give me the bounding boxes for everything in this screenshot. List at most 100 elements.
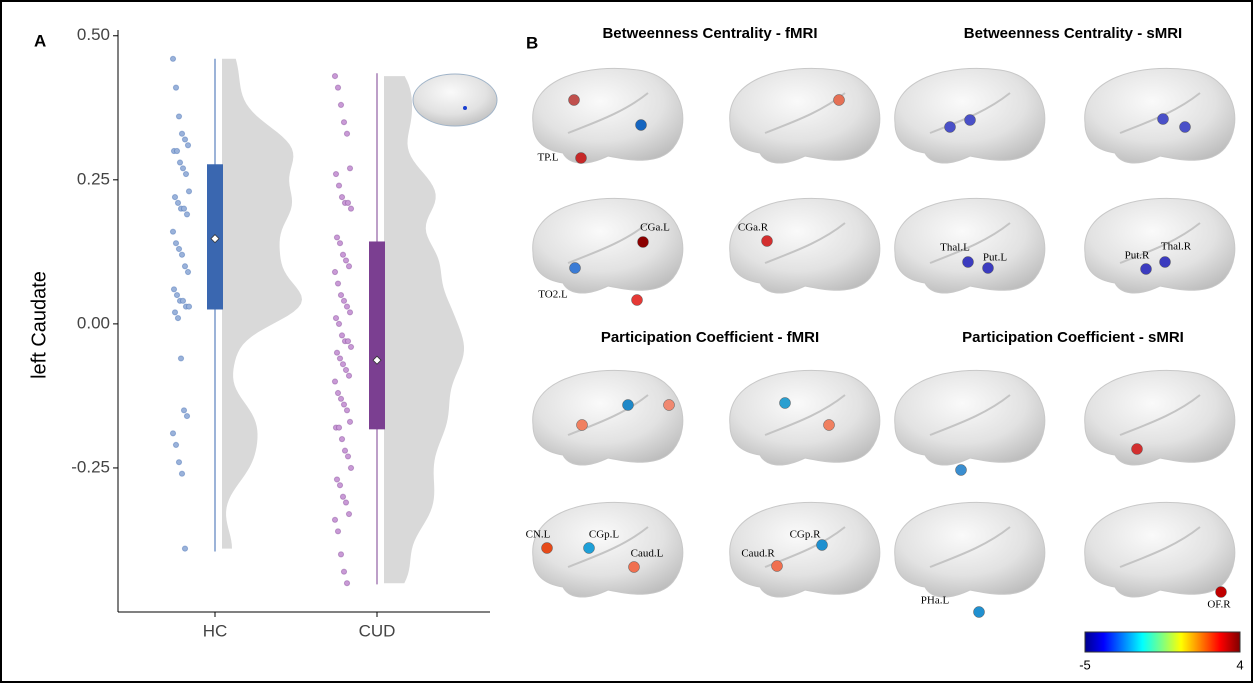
data-point	[342, 448, 347, 453]
data-point	[175, 200, 180, 205]
brain-node	[632, 295, 643, 306]
data-point	[336, 425, 341, 430]
node-label: Thal.L	[940, 242, 970, 254]
brain-node	[780, 398, 791, 409]
node-label: Caud.L	[631, 548, 664, 560]
data-point	[179, 471, 184, 476]
data-point	[334, 235, 339, 240]
brain-node	[1160, 257, 1171, 268]
node-label: CGa.L	[640, 222, 670, 234]
data-point	[181, 408, 186, 413]
node-label: OF.R	[1207, 599, 1231, 611]
data-point	[186, 189, 191, 194]
data-point	[186, 304, 191, 309]
data-point	[170, 229, 175, 234]
brain-node	[817, 540, 828, 551]
data-point	[174, 148, 179, 153]
data-point	[176, 246, 181, 251]
brain	[1085, 198, 1235, 293]
data-point	[174, 292, 179, 297]
data-point	[170, 431, 175, 436]
y-tick-label: 0.25	[77, 169, 110, 188]
data-point	[339, 195, 344, 200]
data-point	[348, 206, 353, 211]
data-point	[343, 258, 348, 263]
brain	[730, 198, 880, 293]
data-point	[344, 304, 349, 309]
data-point	[341, 298, 346, 303]
data-point	[335, 85, 340, 90]
data-point	[173, 241, 178, 246]
figure: A left Caudate B Betweenness Centrality …	[0, 0, 1253, 683]
data-point	[336, 321, 341, 326]
brain	[533, 370, 683, 465]
data-point	[347, 166, 352, 171]
inset-brain-shape	[413, 74, 497, 126]
node-label: Thal.R	[1161, 241, 1192, 253]
brain-node	[956, 465, 967, 476]
y-tick-label: -0.25	[71, 457, 110, 476]
data-point	[176, 114, 181, 119]
brain-node	[1216, 587, 1227, 598]
brain-node	[983, 263, 994, 274]
node-label: CGa.R	[738, 222, 769, 234]
brain-node	[1141, 264, 1152, 275]
data-point	[170, 56, 175, 61]
data-point	[348, 465, 353, 470]
brain-node	[664, 400, 675, 411]
data-point	[336, 183, 341, 188]
data-point	[341, 569, 346, 574]
brain-node	[638, 237, 649, 248]
data-point	[181, 206, 186, 211]
data-point	[172, 195, 177, 200]
brain-node	[629, 562, 640, 573]
brain-node	[834, 95, 845, 106]
brain-node	[623, 400, 634, 411]
brain	[533, 68, 683, 163]
brain-node	[974, 607, 985, 618]
data-point	[179, 131, 184, 136]
brain-node	[1132, 444, 1143, 455]
density	[222, 59, 302, 549]
data-point	[337, 483, 342, 488]
data-point	[177, 160, 182, 165]
brain-node	[963, 257, 974, 268]
node-label: TO2.L	[538, 289, 568, 301]
data-point	[332, 517, 337, 522]
x-tick-label: CUD	[359, 621, 396, 640]
node-label: TP.L	[537, 152, 558, 164]
data-point	[182, 264, 187, 269]
node-label: Put.R	[1125, 250, 1150, 262]
data-point	[332, 269, 337, 274]
data-point	[346, 373, 351, 378]
data-point	[180, 166, 185, 171]
box	[369, 241, 385, 429]
data-point	[340, 494, 345, 499]
node-label: PHa.L	[921, 595, 950, 607]
data-point	[185, 143, 190, 148]
data-point	[348, 344, 353, 349]
panel-title: Participation Coefficient - fMRI	[601, 329, 819, 346]
colorbar-max: 4	[1236, 657, 1243, 672]
data-point	[332, 379, 337, 384]
colorbar	[1085, 632, 1240, 652]
data-point	[343, 500, 348, 505]
data-point	[344, 581, 349, 586]
y-tick-label: 0.00	[77, 313, 110, 332]
brain-node	[576, 153, 587, 164]
brain	[1085, 370, 1235, 465]
brain-node	[584, 543, 595, 554]
panel-title: Participation Coefficient - sMRI	[962, 329, 1184, 346]
density	[384, 76, 464, 583]
x-tick-label: HC	[203, 621, 228, 640]
data-point	[178, 356, 183, 361]
panel-title: Betweenness Centrality - fMRI	[602, 25, 817, 42]
data-point	[340, 252, 345, 257]
y-tick-label: 0.50	[77, 25, 110, 44]
data-point	[346, 264, 351, 269]
node-label: CGp.L	[589, 529, 620, 541]
brain-node	[1158, 114, 1169, 125]
data-point	[335, 529, 340, 534]
data-point	[343, 367, 348, 372]
data-point	[347, 419, 352, 424]
